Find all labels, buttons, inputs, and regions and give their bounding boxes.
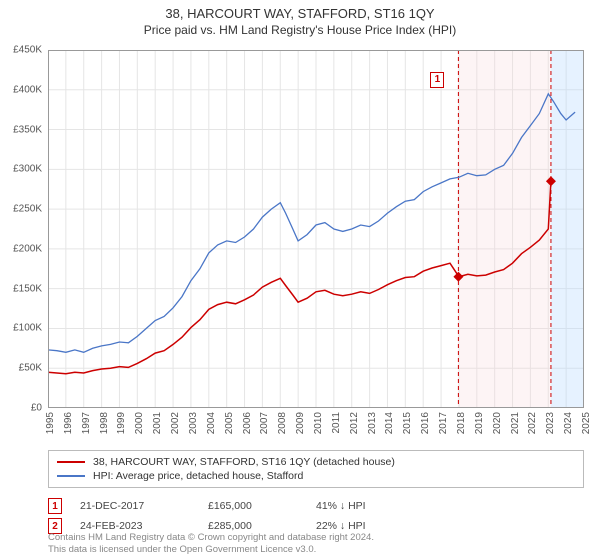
license-line: Contains HM Land Registry data © Crown c…: [48, 532, 374, 544]
sales-table: 121-DEC-2017£165,00041% ↓ HPI224-FEB-202…: [48, 496, 416, 536]
y-tick-label: £100K: [0, 323, 42, 334]
legend-item: HPI: Average price, detached house, Staf…: [57, 469, 575, 483]
y-tick-label: £0: [0, 403, 42, 414]
x-tick-label: 2006: [242, 412, 253, 434]
legend-label: HPI: Average price, detached house, Staf…: [93, 470, 303, 482]
y-tick-label: £350K: [0, 124, 42, 135]
x-tick-label: 2001: [152, 412, 163, 434]
x-tick-label: 2002: [170, 412, 181, 434]
chart-svg: [48, 50, 584, 408]
x-tick-label: 2018: [456, 412, 467, 434]
x-tick-label: 2015: [402, 412, 413, 434]
x-tick-label: 1998: [99, 412, 110, 434]
y-tick-label: £50K: [0, 363, 42, 374]
x-tick-label: 2014: [384, 412, 395, 434]
sale-marker-icon: 1: [48, 498, 62, 514]
y-tick-label: £250K: [0, 204, 42, 215]
x-tick-label: 2010: [313, 412, 324, 434]
x-tick-label: 2007: [259, 412, 270, 434]
sale-date: 21-DEC-2017: [80, 500, 190, 512]
y-tick-label: £400K: [0, 84, 42, 95]
x-tick-label: 2023: [545, 412, 556, 434]
sale-vs-hpi: 41% ↓ HPI: [316, 500, 416, 512]
sale-marker-box: 1: [430, 72, 444, 88]
x-tick-label: 1997: [81, 412, 92, 434]
y-tick-label: £200K: [0, 243, 42, 254]
x-tick-label: 2020: [492, 412, 503, 434]
chart-area: £0£50K£100K£150K£200K£250K£300K£350K£400…: [48, 50, 584, 408]
x-tick-label: 2022: [527, 412, 538, 434]
x-tick-label: 2019: [474, 412, 485, 434]
x-tick-label: 2003: [188, 412, 199, 434]
sale-vs-hpi: 22% ↓ HPI: [316, 520, 416, 532]
license-line: This data is licensed under the Open Gov…: [48, 544, 374, 556]
x-tick-label: 2011: [331, 412, 342, 434]
y-tick-label: £450K: [0, 45, 42, 56]
x-tick-label: 2008: [277, 412, 288, 434]
license-text: Contains HM Land Registry data © Crown c…: [48, 532, 374, 556]
sale-price: £165,000: [208, 500, 298, 512]
legend-item: 38, HARCOURT WAY, STAFFORD, ST16 1QY (de…: [57, 455, 575, 469]
legend-swatch: [57, 475, 85, 477]
sale-row: 1 21-DEC-2017 £165,000 41% ↓ HPI: [48, 496, 416, 516]
legend: 38, HARCOURT WAY, STAFFORD, ST16 1QY (de…: [48, 450, 584, 488]
x-tick-label: 2000: [134, 412, 145, 434]
x-tick-label: 2024: [563, 412, 574, 434]
x-tick-label: 2016: [420, 412, 431, 434]
x-tick-label: 2009: [295, 412, 306, 434]
legend-swatch: [57, 461, 85, 463]
x-tick-label: 2012: [349, 412, 360, 434]
x-tick-label: 2013: [367, 412, 378, 434]
x-tick-label: 1996: [63, 412, 74, 434]
legend-label: 38, HARCOURT WAY, STAFFORD, ST16 1QY (de…: [93, 456, 395, 468]
x-tick-label: 2021: [510, 412, 521, 434]
sale-date: 24-FEB-2023: [80, 520, 190, 532]
x-tick-label: 1995: [45, 412, 56, 434]
x-tick-label: 2017: [438, 412, 449, 434]
sale-price: £285,000: [208, 520, 298, 532]
y-tick-label: £150K: [0, 283, 42, 294]
y-tick-label: £300K: [0, 164, 42, 175]
chart-subtitle: Price paid vs. HM Land Registry's House …: [0, 21, 600, 37]
x-tick-label: 1999: [116, 412, 127, 434]
x-tick-label: 2005: [224, 412, 235, 434]
chart-title: 38, HARCOURT WAY, STAFFORD, ST16 1QY: [0, 0, 600, 21]
x-tick-label: 2004: [206, 412, 217, 434]
x-tick-label: 2025: [581, 412, 592, 434]
